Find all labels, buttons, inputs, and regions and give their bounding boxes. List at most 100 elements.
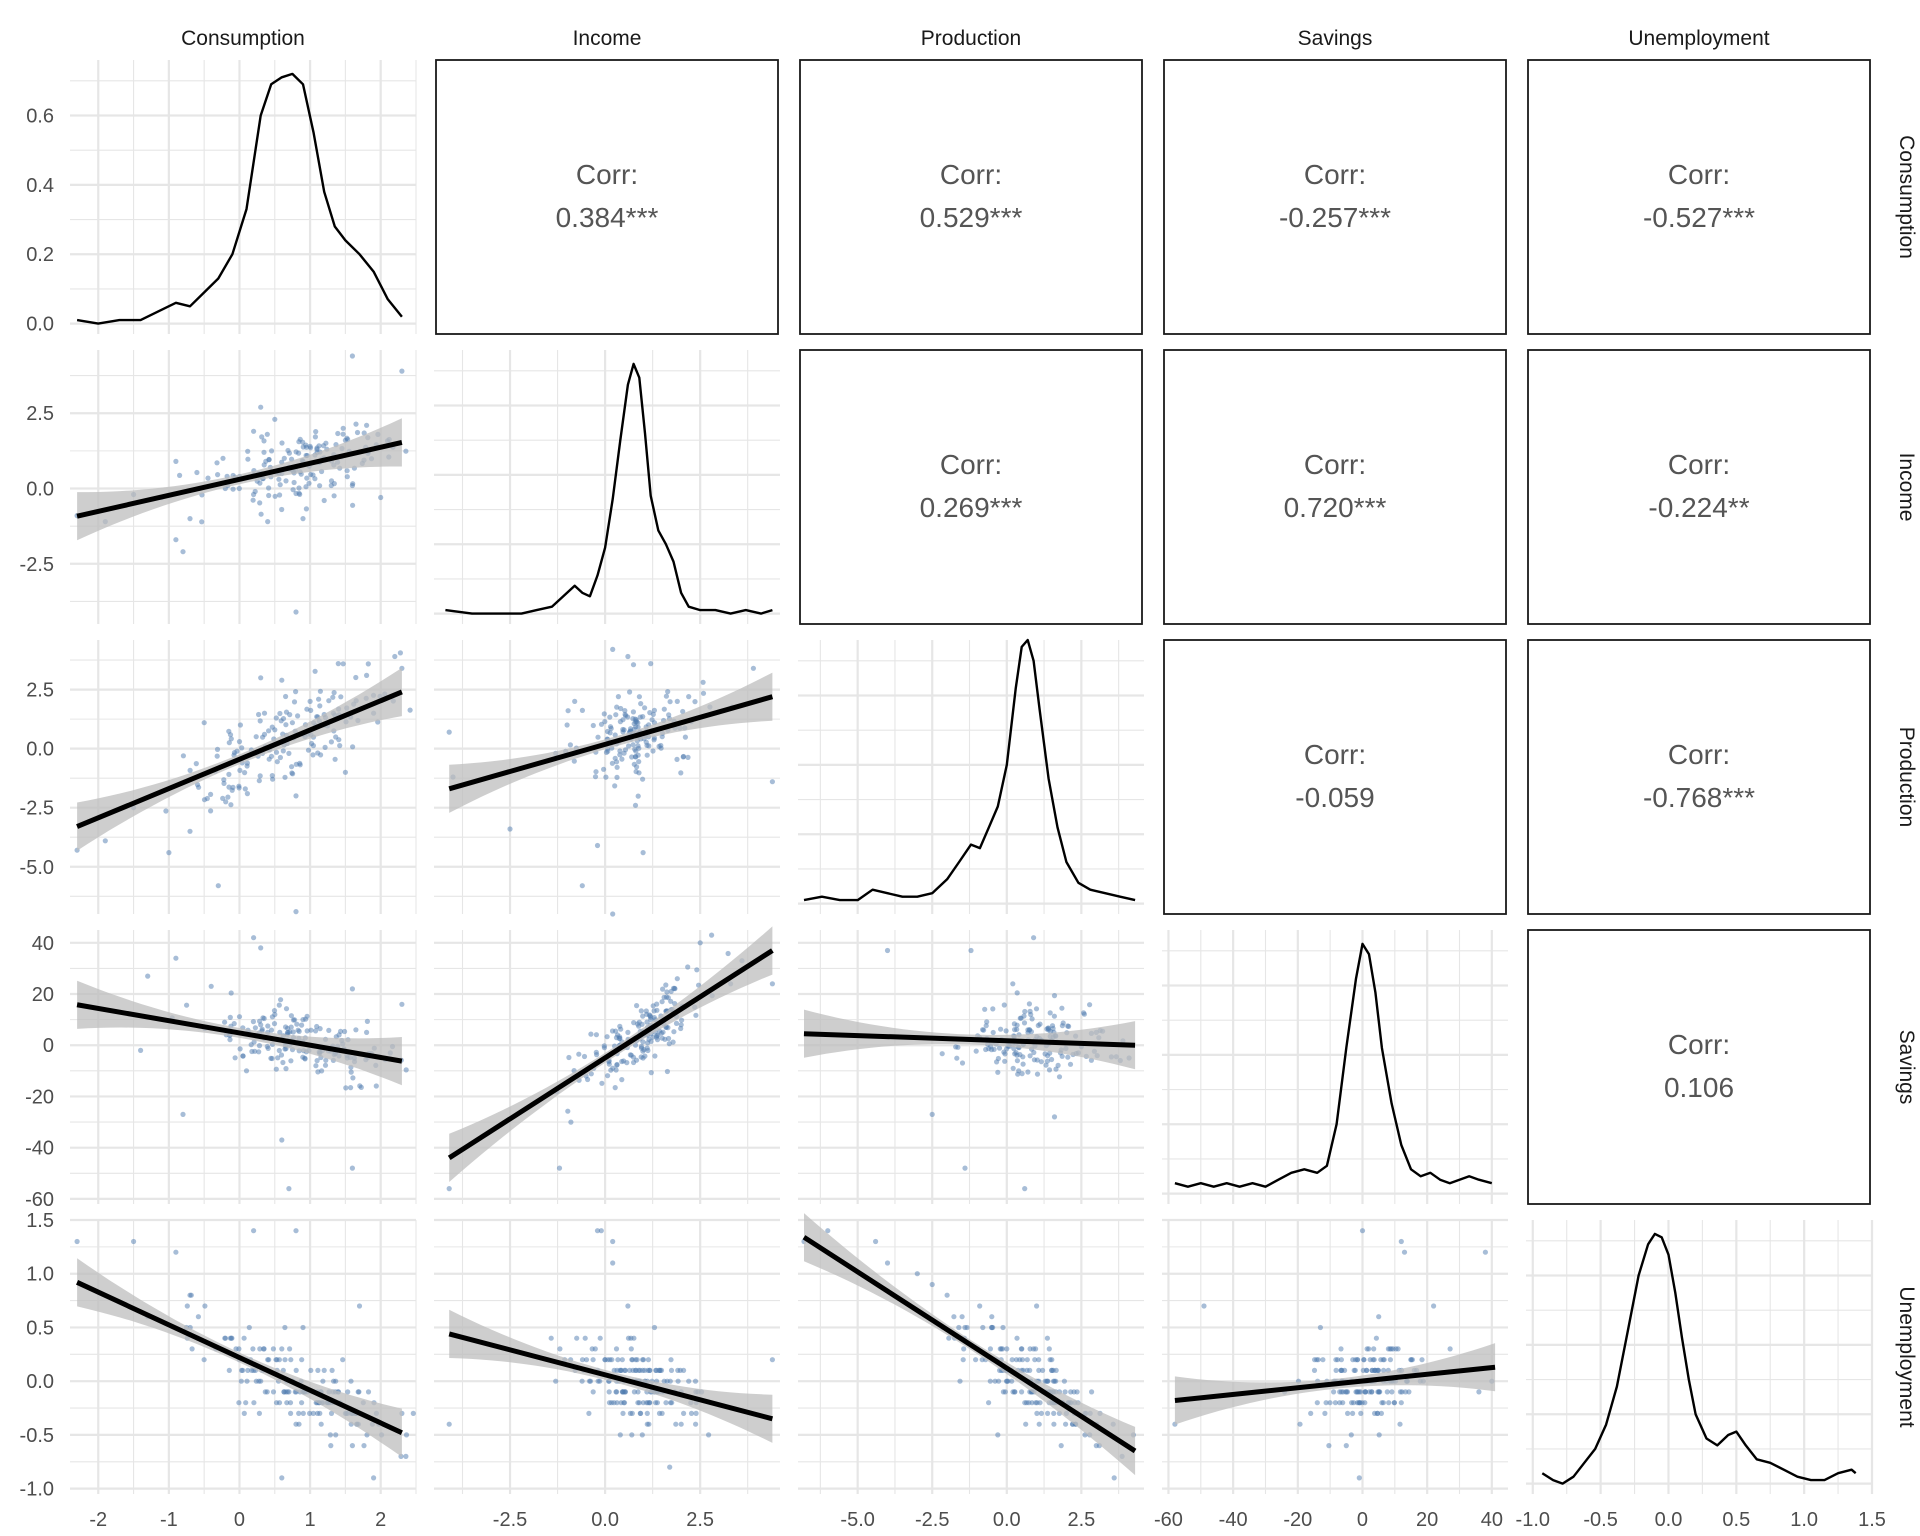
column-strip-label: Production [921,27,1021,50]
data-point [271,1008,278,1014]
data-point [999,1346,1006,1352]
row-strip-label: Consumption [1895,135,1918,259]
correlation-label: Corr: [940,159,1002,190]
data-point [594,1228,601,1234]
data-point [293,1367,299,1373]
data-point [581,1053,588,1060]
data-point [630,709,637,715]
data-point [694,967,700,973]
data-point [403,1453,409,1459]
data-point [960,1357,966,1363]
correlation-value: -0.768*** [1643,782,1755,813]
data-point [644,752,650,758]
panel-production-income [434,640,780,917]
data-point [1297,1421,1303,1427]
data-point [242,786,248,792]
data-point [664,1378,670,1384]
data-point [980,1324,986,1331]
data-point [283,478,289,484]
data-point [364,422,370,428]
data-point [331,493,337,499]
data-point [962,1165,968,1171]
data-point [272,416,278,422]
data-point [635,1389,641,1395]
data-point [293,490,299,497]
data-point [273,1066,279,1072]
data-point [620,729,626,735]
row-strip-label: Unemployment [1895,1286,1918,1427]
x-tick-label: 0.0 [993,1509,1021,1531]
data-point [605,1357,611,1363]
data-point [1038,1059,1044,1065]
data-point [572,698,578,705]
data-point [668,1367,675,1373]
data-point [631,761,637,767]
panel-unemployment-unemployment [1526,1220,1874,1494]
data-point [568,1119,574,1125]
data-point [617,1432,623,1438]
data-point [994,1059,1000,1065]
data-point [648,1038,654,1044]
data-point [322,744,328,751]
data-point [392,653,398,660]
data-point [640,776,646,782]
data-point [622,747,629,753]
x-tick-label: -40 [1219,1509,1248,1531]
data-point [350,502,356,508]
data-point [344,435,350,441]
data-point [350,481,356,487]
data-point [643,739,649,745]
data-point [225,794,231,800]
x-tick-label: 2.5 [686,1509,714,1531]
data-point [293,609,299,615]
data-point [614,1061,620,1068]
data-point [644,1410,650,1416]
data-point [1033,1400,1039,1406]
data-point [681,1410,687,1416]
density-curve [1174,942,1493,1188]
data-point [1372,1367,1378,1373]
data-point [273,715,279,721]
data-point [630,742,636,748]
data-point [612,1085,618,1091]
data-point [321,497,327,504]
data-point [620,1410,626,1416]
data-point [253,734,259,740]
data-point [1001,1002,1007,1008]
data-point [1021,1013,1027,1019]
data-point [399,1001,405,1007]
data-point [331,690,337,696]
data-point [615,1357,621,1363]
data-point [251,428,257,434]
data-point [322,1062,329,1068]
data-point [1359,1228,1366,1234]
y-tick-label: 1.5 [26,1210,54,1232]
data-point [261,1015,267,1022]
data-point [131,1238,137,1245]
data-point [700,690,707,696]
data-point [208,808,214,814]
data-point [313,1028,319,1034]
data-point [313,429,319,435]
data-point [310,1410,316,1416]
data-point [625,1303,631,1309]
data-point [1320,1357,1326,1363]
data-point [1380,1400,1386,1406]
data-point [288,1013,294,1019]
data-point [184,1002,190,1008]
data-point [245,448,251,454]
data-point [1019,1389,1025,1395]
data-point [261,710,268,716]
data-point [194,469,200,476]
x-tick-label: 2.5 [1067,1509,1095,1531]
density-curve [445,362,773,615]
data-point [1051,1410,1057,1416]
data-point [222,1019,228,1025]
data-point [1044,1058,1050,1064]
data-point [226,740,232,746]
data-point [565,708,571,714]
data-point [614,764,620,770]
y-tick-label: -0.5 [20,1425,54,1447]
data-point [1015,1071,1021,1077]
regression-line [803,1031,1136,1048]
